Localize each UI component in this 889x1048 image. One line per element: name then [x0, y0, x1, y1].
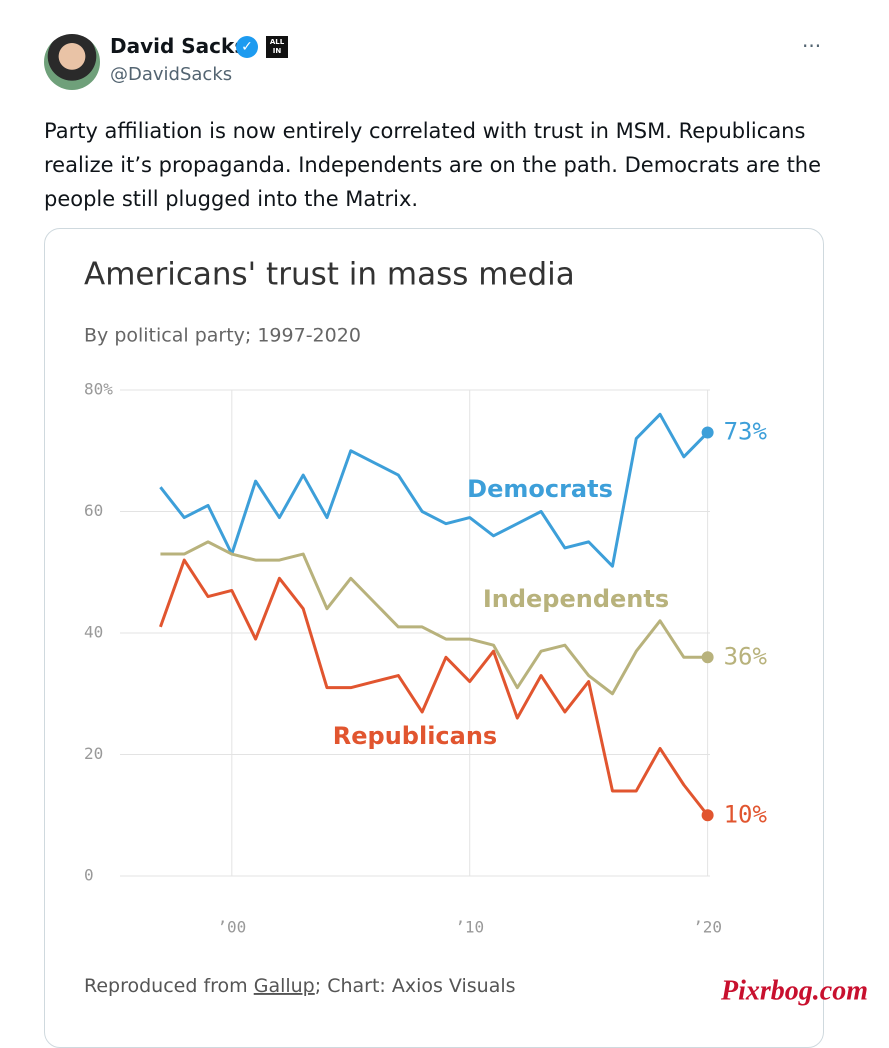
series-line: [160, 540, 708, 696]
tweet-text: Party affiliation is now entirely correl…: [44, 119, 822, 211]
footer: Reproduced from Gallup; Chart: Axios Vis…: [84, 975, 516, 997]
series-label: Republicans: [333, 722, 497, 750]
footer-text: Reproduced from: [84, 975, 254, 997]
x-tick-label: ’00: [217, 918, 246, 937]
end-dot: [701, 809, 714, 822]
series-label: Independents: [483, 585, 669, 613]
end-dot: [701, 651, 714, 664]
avatar[interactable]: [44, 34, 100, 90]
x-tick-label: ’10: [455, 918, 484, 937]
end-dot: [701, 426, 714, 439]
more-button[interactable]: ···: [802, 34, 822, 58]
value-label: 36%: [724, 642, 768, 670]
series-line: [159, 558, 709, 817]
series-line: [159, 412, 709, 568]
chart: Americans' trust in mass media By politi…: [84, 257, 868, 1007]
page: David Sacks ✓ ALL IN @DavidSacks ··· Par…: [44, 34, 868, 1048]
display-name[interactable]: David Sacks: [110, 34, 247, 58]
footer-link[interactable]: Gallup: [254, 975, 315, 997]
y-tick-label: 20: [84, 744, 103, 763]
value-label: 73%: [724, 418, 768, 446]
y-tick-label: 80%: [84, 380, 113, 399]
chart-subtitle: By political party; 1997-2020: [84, 325, 361, 347]
y-tick-label: 40: [84, 623, 103, 642]
chart-title: Americans' trust in mass media: [84, 257, 575, 293]
handle[interactable]: @DavidSacks: [110, 64, 233, 85]
series-label: Democrats: [467, 475, 613, 503]
y-tick-label: 0: [84, 866, 94, 885]
x-tick-label: ’20: [693, 918, 722, 937]
verified-badge: ✓: [236, 36, 258, 58]
affiliate-badge[interactable]: ALL IN: [266, 36, 288, 58]
value-label: 10%: [724, 800, 768, 828]
watermark: Pixrbog.com: [720, 975, 868, 1006]
footer-text: ; Chart: Axios Visuals: [315, 975, 516, 997]
y-tick-label: 60: [84, 501, 103, 520]
